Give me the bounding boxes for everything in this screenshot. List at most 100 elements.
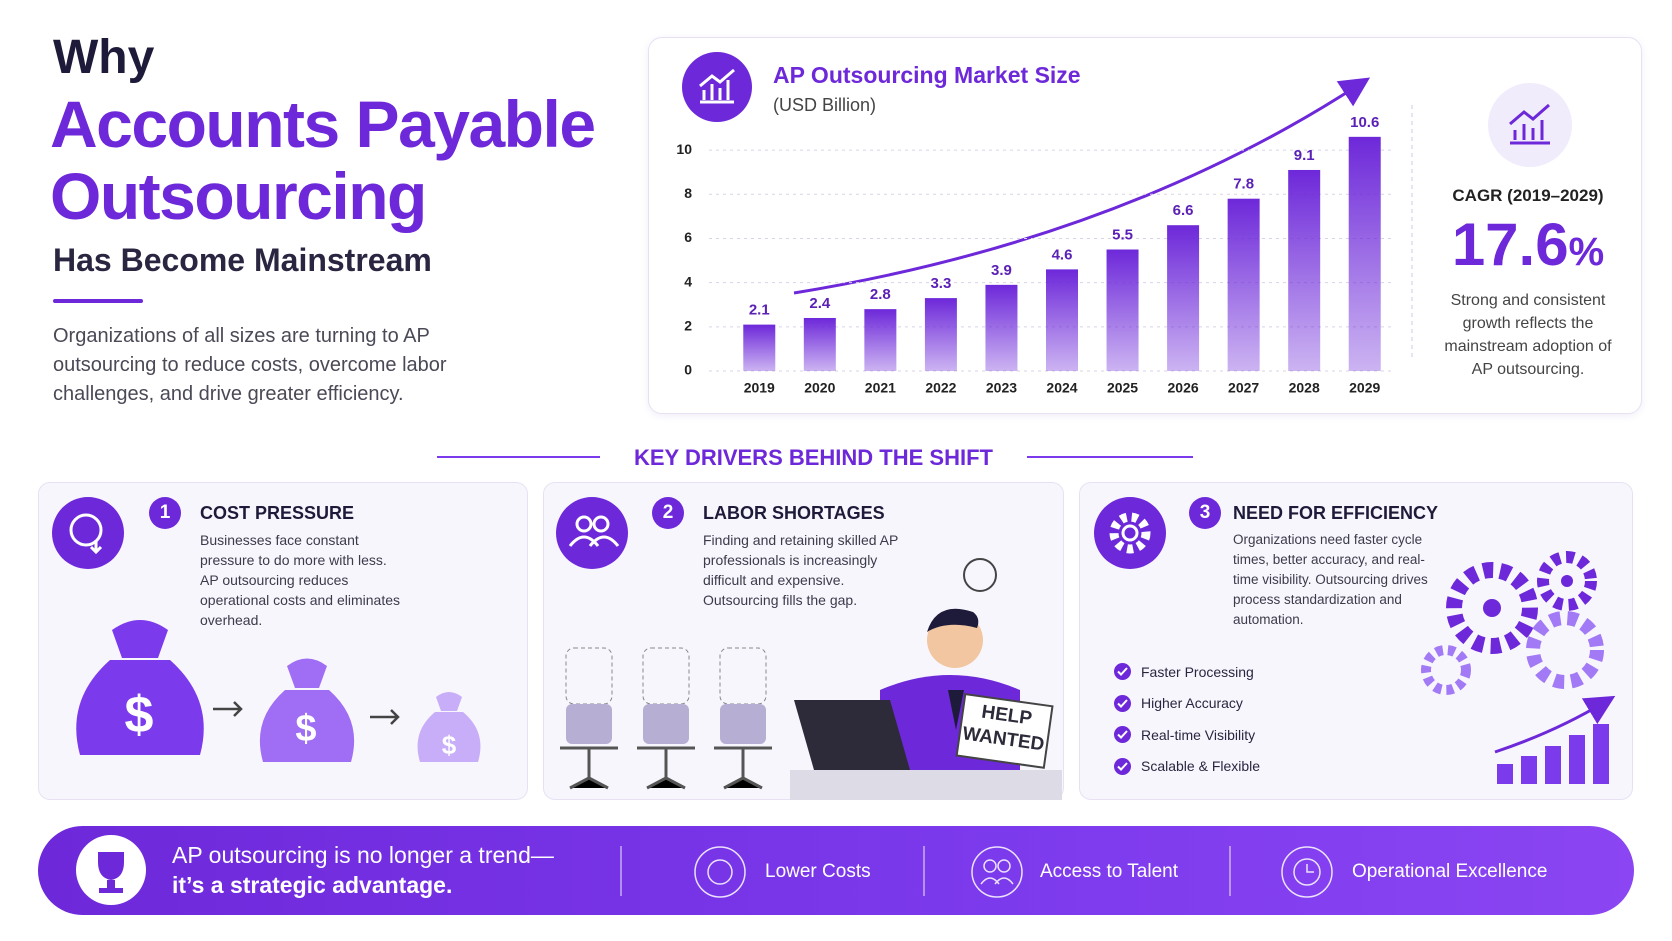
- cagr-unit: %: [1568, 230, 1605, 274]
- decoration: [1593, 724, 1609, 784]
- decoration: [1281, 846, 1333, 898]
- decoration: [1497, 764, 1513, 784]
- bar: [1167, 225, 1200, 371]
- bar: [1227, 198, 1260, 371]
- decoration: [707, 859, 733, 885]
- decoration: [1109, 512, 1151, 554]
- benefit-text: Faster Processing: [1141, 663, 1254, 680]
- driver-title: LABOR SHORTAGES: [703, 503, 885, 523]
- decoration: [89, 540, 103, 555]
- decoration: [642, 647, 690, 705]
- benefit-text: Scalable & Flexible: [1141, 758, 1261, 775]
- x-tick-label: 2023: [986, 380, 1017, 396]
- driver-title: NEED FOR EFFICIENCY: [1233, 503, 1439, 523]
- decoration: [568, 535, 620, 547]
- decoration: [1094, 497, 1166, 569]
- decoration: [980, 877, 1014, 885]
- decoration: [417, 712, 481, 762]
- driver-text: Finding and retaining skilled AP profess…: [703, 532, 899, 608]
- decoration: [370, 709, 400, 725]
- decoration: [793, 77, 1371, 295]
- x-tick-label: 2028: [1289, 380, 1320, 396]
- decoration: [1121, 524, 1139, 542]
- y-tick-label: 6: [684, 229, 692, 245]
- check: [1117, 667, 1128, 677]
- decoration: [76, 620, 204, 755]
- x-tick-label: 2025: [1107, 380, 1138, 396]
- decoration: [1421, 611, 1604, 695]
- decoration: [643, 704, 689, 744]
- decoration: [1421, 645, 1471, 695]
- benefit: Faster Processing: [1114, 656, 1260, 688]
- benefit-text: Higher Accuracy: [1141, 695, 1243, 712]
- decoration: [1293, 858, 1321, 886]
- chart-title: AP Outsourcing Market Size: [773, 62, 1081, 88]
- benefit-list: Faster Processing Higher Accuracy Real-tim…: [1114, 656, 1260, 782]
- footer-message: it’s a strategic advantage.: [172, 872, 453, 898]
- driver-title: COST PRESSURE: [200, 503, 355, 523]
- decoration: [592, 515, 610, 533]
- badge-number: 1: [159, 502, 171, 523]
- footer-item: Access to Talent: [1040, 861, 1179, 882]
- decoration: [927, 608, 979, 632]
- footer-item: Operational Excellence: [1352, 861, 1548, 882]
- value-label: 9.1: [1294, 147, 1315, 164]
- decoration: [620, 846, 1231, 896]
- decoration: [1488, 83, 1572, 167]
- decoration: [983, 859, 997, 873]
- cagr-description: Strong and consistent growth reflects th…: [1444, 292, 1612, 378]
- decoration: [575, 515, 593, 533]
- badge-number: 3: [1199, 502, 1211, 523]
- decoration: [1494, 695, 1616, 754]
- decoration: [720, 704, 766, 744]
- x-tick-label: 2020: [804, 380, 835, 396]
- decoration: [699, 68, 735, 104]
- intro: Organizations of all sizes are turning t…: [53, 325, 447, 405]
- decoration: [694, 846, 746, 898]
- bag-symbol: $: [441, 730, 457, 760]
- bar: [924, 298, 957, 371]
- decoration: [69, 513, 103, 547]
- decoration: [76, 660, 204, 755]
- benefit-text: Real-time Visibility: [1141, 726, 1256, 743]
- decoration: [52, 497, 124, 569]
- y-tick-label: 4: [684, 273, 692, 289]
- decoration: [1569, 735, 1585, 784]
- underline: [53, 299, 143, 303]
- decoration: [971, 846, 1023, 898]
- value-label: 7.8: [1233, 176, 1254, 193]
- cagr-value: 17.6: [1451, 211, 1569, 278]
- decoration: [560, 746, 772, 790]
- title-line: Outsourcing: [50, 159, 427, 233]
- decoration: [1521, 756, 1537, 784]
- decoration: [790, 770, 1062, 800]
- decoration: [699, 68, 735, 104]
- bag-symbol: $: [295, 708, 317, 750]
- decoration: [565, 647, 613, 705]
- decoration: [948, 690, 964, 730]
- value-label: 6.6: [1173, 202, 1194, 219]
- decoration: [98, 852, 124, 893]
- x-tick-label: 2026: [1168, 380, 1199, 396]
- decoration: [556, 497, 628, 569]
- x-tick-label: 2022: [925, 380, 956, 396]
- section-heading: KEY DRIVERS BEHIND THE SHIFT: [634, 445, 993, 470]
- value-label: 5.5: [1112, 226, 1133, 243]
- check: [1117, 699, 1128, 708]
- footer-banner: [38, 826, 1634, 915]
- decoration: [955, 692, 1054, 769]
- decoration: [682, 52, 752, 122]
- decoration: [259, 690, 355, 762]
- bar: [1288, 169, 1321, 371]
- bar: [985, 284, 1018, 371]
- decoration: [963, 558, 997, 592]
- footer-item: Lower Costs: [765, 861, 871, 882]
- value-label: 10.6: [1350, 114, 1379, 131]
- check-icon: [1114, 757, 1131, 775]
- x-tick-label: 2029: [1349, 380, 1380, 396]
- decoration: [1526, 611, 1604, 689]
- decoration: [69, 512, 1151, 555]
- decoration: [566, 704, 766, 744]
